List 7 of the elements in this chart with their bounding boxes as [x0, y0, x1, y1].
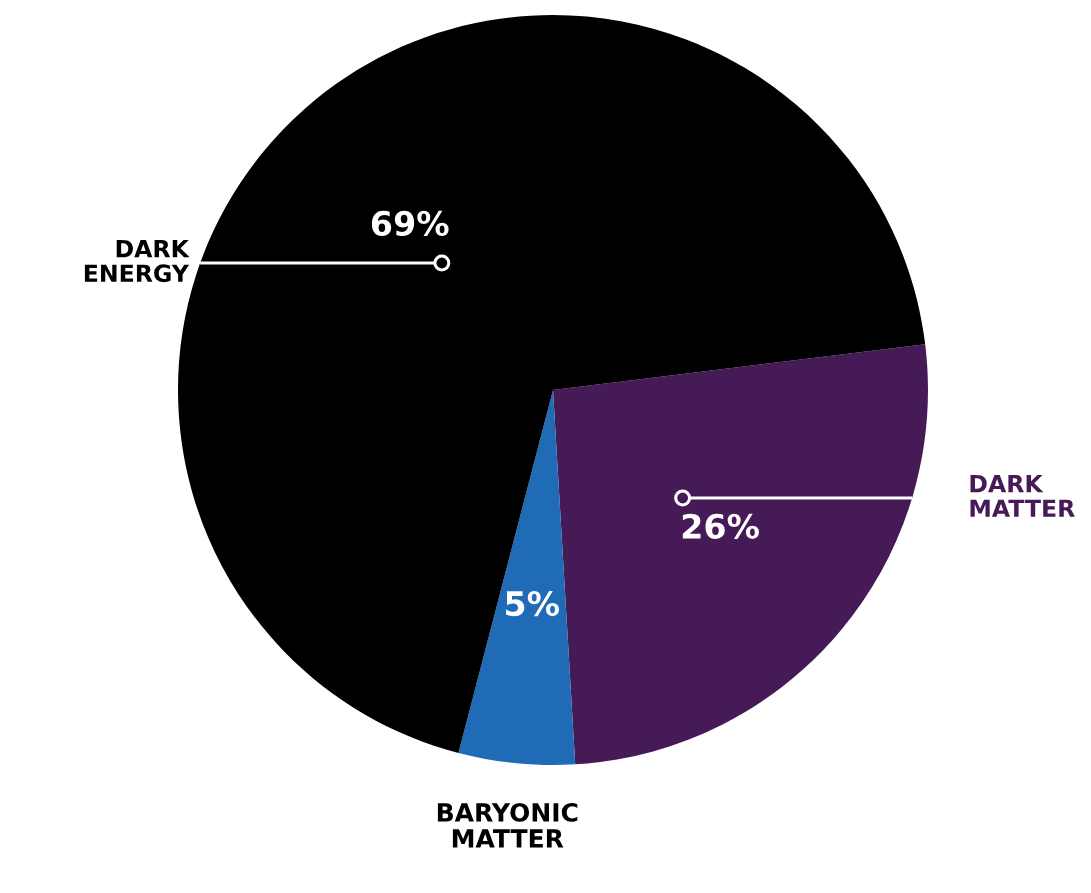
slice-label: BARYONIC MATTER: [437, 802, 578, 848]
data-label: 69%: [371, 210, 449, 237]
data-label: 26%: [682, 513, 759, 539]
slice-label: DARK MATTER: [970, 475, 1075, 517]
data-label: 5%: [506, 590, 560, 617]
pie-slice: [458, 390, 576, 765]
slice-label: DARK ENERGY: [84, 240, 190, 283]
